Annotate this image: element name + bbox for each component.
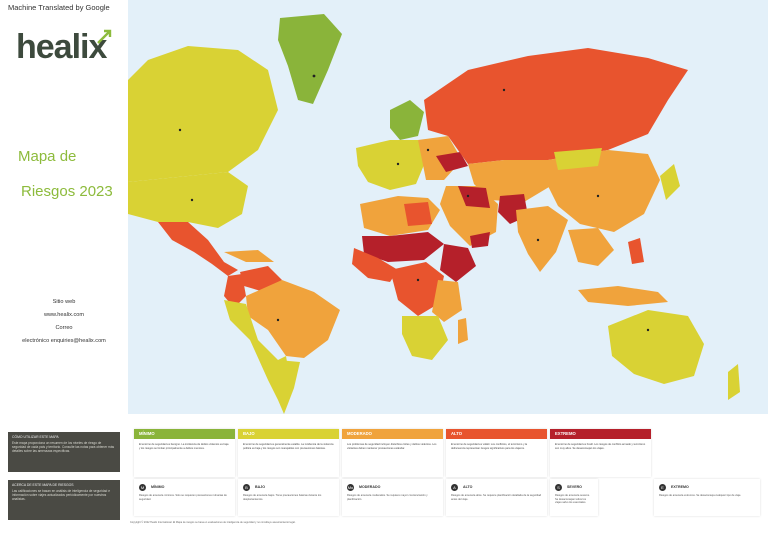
risk-level-label: ALTO xyxy=(446,429,547,439)
risk-level-extreme: EXTREMO El entorno de seguridad es hosti… xyxy=(550,429,651,477)
china-region xyxy=(548,150,660,232)
risk-level-high: ALTO El entorno de seguridad es volátil.… xyxy=(446,429,547,477)
east-africa-region xyxy=(432,280,462,322)
map-title-line1: Mapa de xyxy=(18,148,77,165)
copyright-footer: Copyright © 2022 Healix International. E… xyxy=(130,521,296,524)
logo-mark-icon xyxy=(97,29,112,44)
southeast-asia-region xyxy=(568,228,614,266)
philippines-region xyxy=(628,238,644,264)
threat-label: SEVERO xyxy=(567,485,582,489)
southern-africa-region xyxy=(402,316,448,360)
info-box-about: ACERCA DE ESTE MAPA DE RIESGOS Las calif… xyxy=(8,480,120,520)
mongolia-region xyxy=(554,148,602,170)
libya-region xyxy=(404,202,432,226)
healix-logo: healix xyxy=(16,28,107,66)
usa-region xyxy=(128,172,248,228)
translation-note: Machine Translated by Google xyxy=(8,3,110,12)
risk-level-text: El entorno de seguridad es generalmente … xyxy=(243,443,334,450)
indonesia-region xyxy=(578,286,668,306)
email-label: Correo xyxy=(55,325,73,331)
map-title-line2: Riesgos 2023 xyxy=(21,183,113,200)
scandinavia-region xyxy=(390,100,424,140)
threat-icon: Mo xyxy=(347,484,354,491)
sahel-region xyxy=(362,232,444,262)
risk-level-text: El entorno de seguridad es volátil. Los … xyxy=(451,443,528,450)
risk-level-label: MODERADO xyxy=(342,429,443,439)
threat-label: EXTREMO xyxy=(671,485,689,489)
threat-text: Riesgos de amenaza extremos. Se desacons… xyxy=(659,494,742,497)
threat-icon: E xyxy=(659,484,666,491)
info-box-text: Las calificaciones se basan en análisis … xyxy=(12,489,110,501)
email-value[interactable]: electrónico enquiries@healix.com xyxy=(22,338,106,344)
threat-text: Riesgos de amenaza bajos. Tome precaucio… xyxy=(243,494,322,501)
risk-level-moderate: MODERADO Los problemas de seguridad incl… xyxy=(342,429,443,477)
caribbean-region xyxy=(224,250,274,262)
world-risk-map xyxy=(128,0,768,420)
risk-level-minimal: MÍNIMO El entorno de seguridad es benign… xyxy=(134,429,235,477)
russia-region xyxy=(424,48,688,164)
site-label: Sitio web xyxy=(52,299,76,305)
ukraine-region xyxy=(436,152,468,172)
threat-label: BAJO xyxy=(255,485,265,489)
yemen-region xyxy=(470,232,490,248)
india-region xyxy=(516,206,568,272)
info-box-heading: ACERCA DE ESTE MAPA DE RIESGOS xyxy=(12,483,74,487)
central-africa-region xyxy=(390,262,444,316)
canada-region xyxy=(128,46,278,182)
threat-text: Riesgos de amenaza severos. Se desaconse… xyxy=(555,494,590,504)
threat-icon: B xyxy=(243,484,250,491)
madagascar-region xyxy=(458,318,468,344)
brazil-region xyxy=(246,280,340,358)
new-zealand-region xyxy=(728,364,740,400)
japan-region xyxy=(660,164,680,200)
risk-level-label: EXTREMO xyxy=(550,429,651,439)
colombia-region xyxy=(224,274,246,308)
risk-level-text: El entorno de seguridad es benigno. La i… xyxy=(139,443,229,450)
risk-level-text: Los problemas de seguridad incluyen dist… xyxy=(347,443,437,450)
threat-card-severe: S SEVERO Riesgos de amenaza severos. Se … xyxy=(550,479,598,516)
site-url[interactable]: www.healix.com xyxy=(43,312,85,318)
risk-level-label: MÍNIMO xyxy=(134,429,235,439)
info-box-heading: CÓMO UTILIZAR ESTE MAPA xyxy=(12,435,59,439)
threat-icon: A xyxy=(451,484,458,491)
threat-icon: M xyxy=(139,484,146,491)
central-asia-region xyxy=(468,160,554,202)
threat-card-high: A ALTO Riesgos de amenaza altos. Se requ… xyxy=(446,479,547,516)
risk-level-text: El entorno de seguridad es hostil. Los r… xyxy=(555,443,646,450)
threat-card-extreme: E EXTREMO Riesgos de amenaza extremos. S… xyxy=(654,479,760,516)
info-box-how-to-use: CÓMO UTILIZAR ESTE MAPA Este mapa propor… xyxy=(8,432,120,472)
threat-text: Riesgos de amenaza mínimos. Solo se requ… xyxy=(139,494,227,501)
mexico-region xyxy=(158,222,238,276)
syria-iraq-region xyxy=(458,186,490,208)
threat-icon: S xyxy=(555,484,562,491)
andes-region xyxy=(224,300,290,400)
southern-cone-region xyxy=(278,360,300,414)
australia-region xyxy=(608,310,704,384)
threat-label: ALTO xyxy=(463,485,473,489)
threat-card-moderate: Mo MODERADO Riesgos de amenaza moderados… xyxy=(342,479,443,516)
threat-label: MODERADO xyxy=(359,485,381,489)
risk-level-label: BAJO xyxy=(238,429,339,439)
threat-text: Riesgos de amenaza moderados. Se requier… xyxy=(347,494,428,501)
threat-label: MÍNIMO xyxy=(151,485,165,489)
antarctica-region xyxy=(128,414,768,420)
greenland-region xyxy=(278,14,342,104)
city-markers xyxy=(178,74,650,332)
threat-card-low: B BAJO Riesgos de amenaza bajos. Tome pr… xyxy=(238,479,339,516)
info-box-text: Este mapa proporciona un resumen de los … xyxy=(12,441,115,453)
western-europe-region xyxy=(356,140,426,190)
threat-card-minimal: M MÍNIMO Riesgos de amenaza mínimos. Sol… xyxy=(134,479,235,516)
horn-of-africa-region xyxy=(440,244,476,282)
west-africa-region xyxy=(352,248,398,282)
threat-text: Riesgos de amenaza altos. Se requiere pl… xyxy=(451,494,542,501)
world-map-svg xyxy=(128,14,768,420)
risk-level-low: BAJO El entorno de seguridad es generalm… xyxy=(238,429,339,477)
